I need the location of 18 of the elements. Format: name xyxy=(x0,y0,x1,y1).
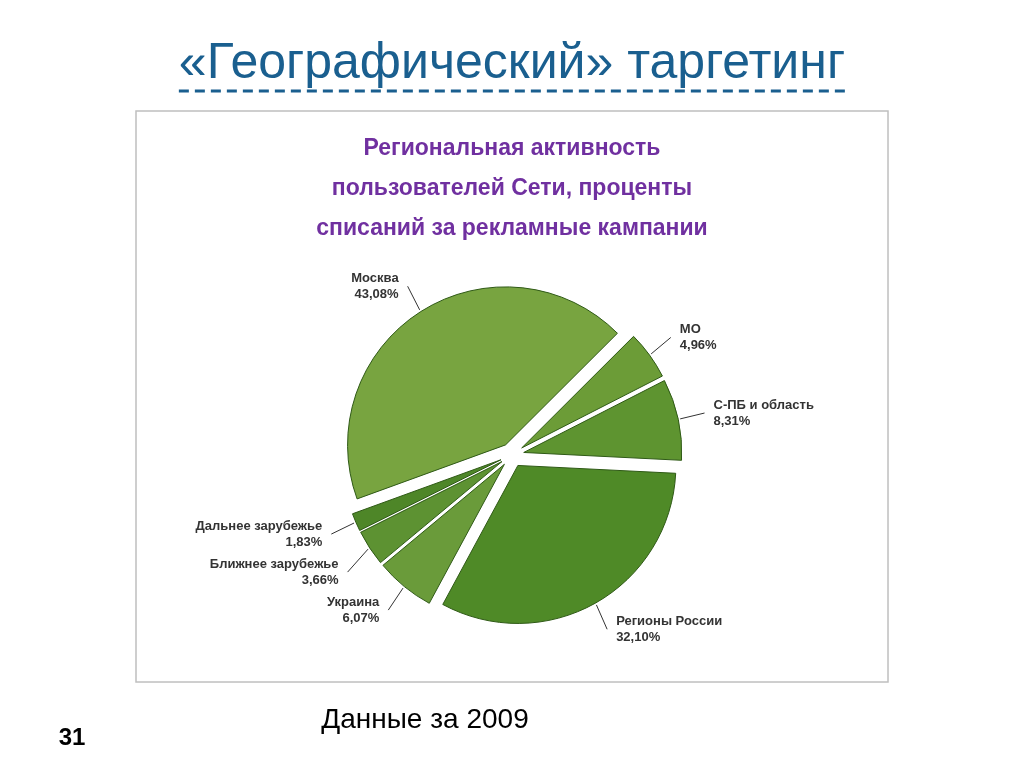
data-label: 43,08% xyxy=(354,286,400,302)
data-label: 4,96% xyxy=(679,337,718,353)
data-label: 6,07% xyxy=(342,610,380,626)
slice-label: Регионы России xyxy=(616,613,723,629)
slice-label: Украина xyxy=(326,594,381,610)
data-label: 8,31% xyxy=(713,413,751,429)
slice-label: С-ПБ и область xyxy=(713,397,814,413)
data-label: 1,83% xyxy=(285,534,323,550)
slice-label: Дальнее зарубежье xyxy=(195,518,323,534)
chart-title: «Географический» таргетинг xyxy=(178,33,846,89)
text: Данные за 2009 xyxy=(321,703,529,734)
chart-subtitle: Региональная активность пользователей Сети, проценты списаний за рекламные кампании xyxy=(316,134,708,240)
data-label: 32,10% xyxy=(616,629,661,645)
text: 31 xyxy=(58,723,86,750)
data-label: 3,66% xyxy=(301,572,340,588)
slice-label: Ближнее зарубежье xyxy=(209,556,339,572)
slice-label: Москва xyxy=(351,270,400,286)
slice-label: МО xyxy=(679,321,701,337)
